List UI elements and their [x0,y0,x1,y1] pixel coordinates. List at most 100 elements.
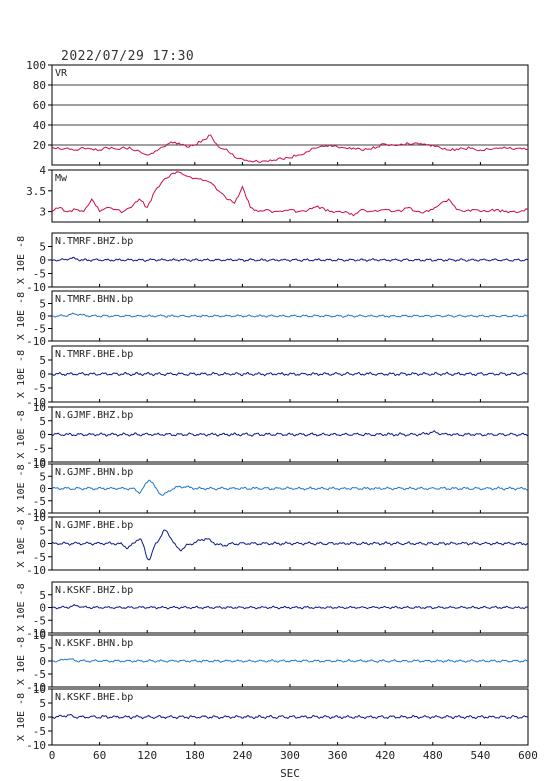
panel-5: -10-505 N.TMRF.BHE.bp X 10E -8 [16,345,529,409]
trace-line [51,603,529,610]
y-tick-label: 10 [33,629,46,642]
x-tick-label: 180 [185,749,205,762]
y-tick-label: 0 [39,368,46,381]
y-tick-label: -5 [33,442,46,455]
trace-line [51,430,529,437]
panel-title: N.TMRF.BHZ.bp [55,236,133,247]
panel-title: VR [55,68,68,79]
trace-line [51,529,529,561]
y-tick-label: -10 [26,564,46,577]
y-tick-label: 0 [39,483,46,496]
x-tick-label: 300 [280,749,300,762]
y-axis-label: X 10E -8 [16,464,27,512]
y-axis-label: X 10E -8 [16,693,27,741]
y-tick-label: 0 [39,538,46,551]
x-tick-label: 240 [232,749,252,762]
y-tick-label: -10 [26,739,46,752]
panel-frame [51,64,529,166]
trace-line [51,312,529,318]
y-tick-label: 3.5 [26,185,46,198]
x-tick-label: 0 [49,749,56,762]
panel-3: -10-505 N.TMRF.BHZ.bp X 10E -8 [16,232,529,294]
y-tick-label: 0 [39,711,46,724]
y-tick-label: -10 [26,627,46,640]
y-tick-label: -5 [33,323,46,336]
y-tick-label: -5 [33,382,46,395]
y-tick-label: 20 [33,139,46,152]
y-tick-label: 5 [39,241,46,254]
y-tick-label: -10 [26,281,46,294]
y-tick-label: 5 [39,470,46,483]
y-tick-label: 40 [33,119,46,132]
y-tick-label: 100 [26,59,46,72]
y-tick-label: -5 [33,268,46,281]
x-axis-label: SEC [280,767,300,780]
panel-title: N.KSKF.BHN.bp [55,638,133,649]
panel-title: N.KSKF.BHZ.bp [55,585,133,596]
trace-line [51,371,528,377]
y-axis-label: X 10E -8 [16,637,27,685]
y-tick-label: -10 [26,335,46,348]
trace-line [51,134,529,164]
y-tick-label: -10 [26,396,46,409]
x-tick-label: 600 [518,749,538,762]
y-tick-label: 60 [33,99,46,112]
trace-line [51,658,529,663]
y-tick-label: 5 [39,354,46,367]
panel-title: N.TMRF.BHN.bp [55,294,133,305]
y-tick-label: 0 [39,655,46,668]
x-tick-label: 60 [93,749,106,762]
y-tick-label: -10 [26,507,46,520]
panel-9: -10-505 N.KSKF.BHZ.bp X 10E -8 [16,581,529,640]
y-tick-label: 4 [39,164,46,177]
chart-datetime: 2022/07/29 17:30 [61,49,195,64]
x-tick-label: 540 [470,749,490,762]
y-axis-label: X 10E -8 [16,583,27,631]
panel-frame [51,169,529,223]
y-axis-label: X 10E -8 [16,236,27,284]
y-tick-label: 0 [39,602,46,615]
x-tick-label: 420 [375,749,395,762]
y-tick-label: 5 [39,589,46,602]
y-tick-label: -5 [33,495,46,508]
y-tick-label: 3 [39,206,46,219]
y-tick-label: 5 [39,298,46,311]
panel-title: N.KSKF.BHE.bp [55,692,133,703]
y-tick-label: 5 [39,697,46,710]
y-tick-label: -5 [33,551,46,564]
y-tick-label: -10 [26,681,46,694]
panel-1: 20 40 60 80 100 VR [26,59,529,166]
x-axis: 0 60 120 180 240 300 360 420 480 540 600 SEC [49,749,538,780]
panel-title: N.GJMF.BHE.bp [55,520,133,531]
trace-line [51,171,529,217]
y-tick-label: -10 [26,456,46,469]
trace-line [51,479,529,496]
y-axis-label: X 10E -8 [16,350,27,398]
x-tick-label: 360 [328,749,348,762]
y-tick-label: -5 [33,614,46,627]
y-tick-label: 10 [33,401,46,414]
panel-title: N.GJMF.BHZ.bp [55,410,133,421]
y-tick-label: 0 [39,429,46,442]
x-tick-label: 120 [137,749,157,762]
y-tick-label: 5 [39,415,46,428]
y-tick-label: 80 [33,79,46,92]
y-axis-label: X 10E -8 [16,519,27,567]
y-axis-label: X 10E -8 [16,292,27,340]
panel-4: -10-505 N.TMRF.BHN.bp X 10E -8 [16,290,529,348]
panel-2: 3 3.5 4 Mw [26,164,529,223]
x-tick-label: 480 [423,749,443,762]
trace-line [51,713,529,720]
trace-line [51,256,528,262]
y-tick-label: -5 [33,725,46,738]
y-tick-label: 10 [33,458,46,471]
y-tick-label: 5 [39,524,46,537]
y-tick-label: 5 [39,642,46,655]
panel-title: N.TMRF.BHE.bp [55,349,133,360]
panel-title: N.GJMF.BHN.bp [55,467,133,478]
